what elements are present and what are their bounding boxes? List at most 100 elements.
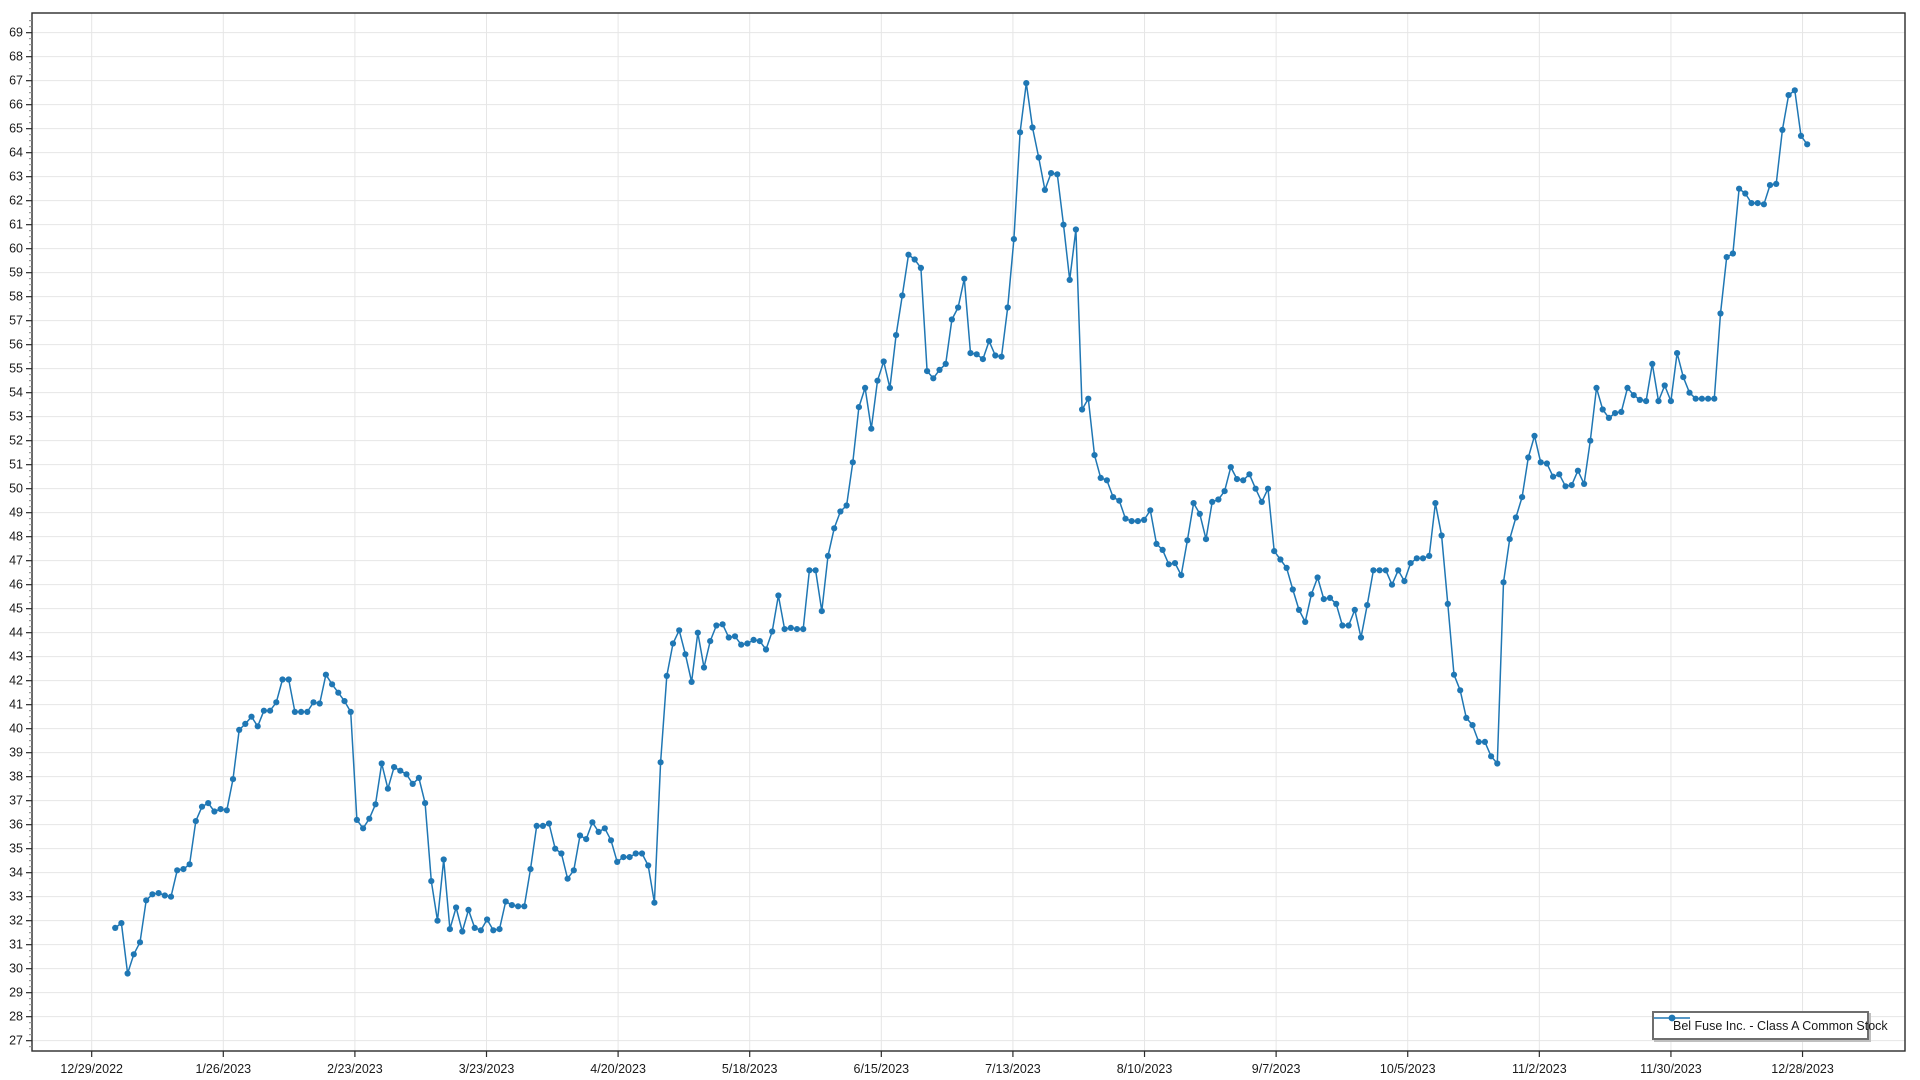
y-tick-label: 42: [9, 674, 23, 688]
data-point: [1110, 494, 1117, 501]
data-point: [112, 924, 119, 932]
data-point: [415, 774, 422, 782]
data-point: [607, 837, 615, 844]
data-point: [545, 820, 553, 827]
data-point: [1004, 304, 1011, 311]
data-point: [186, 861, 193, 868]
data-point: [205, 800, 212, 807]
data-point: [719, 621, 726, 628]
data-point: [806, 567, 813, 574]
x-tick-label: 5/18/2023: [722, 1062, 778, 1076]
data-point: [1060, 221, 1067, 228]
data-point: [1308, 591, 1315, 598]
data-point: [1171, 560, 1179, 567]
data-point: [1438, 532, 1445, 539]
data-point: [1277, 556, 1284, 563]
data-point: [471, 924, 478, 932]
y-tick-label: 41: [9, 698, 23, 712]
data-point: [1475, 738, 1482, 746]
y-tick-label: 47: [9, 554, 23, 568]
data-point: [948, 316, 956, 323]
data-point: [1320, 596, 1327, 603]
data-point: [322, 671, 329, 678]
data-point: [1264, 485, 1272, 492]
data-point: [1785, 92, 1792, 99]
data-point: [998, 353, 1005, 360]
data-point: [1729, 250, 1736, 257]
y-tick-label: 57: [9, 314, 23, 328]
y-tick-label: 59: [9, 266, 23, 280]
data-point: [477, 927, 484, 934]
y-tick-label: 56: [9, 338, 23, 352]
data-point: [446, 926, 453, 933]
data-point: [360, 825, 367, 832]
data-point: [273, 699, 280, 706]
data-point: [198, 803, 206, 810]
data-point: [676, 627, 683, 634]
data-point: [769, 628, 776, 635]
data-point: [484, 916, 491, 923]
legend[interactable]: Bel Fuse Inc. - Class A Common Stock: [1652, 1011, 1888, 1040]
plot-frame: [31, 12, 1906, 1052]
x-tick-label: 11/2/2023: [1512, 1062, 1567, 1076]
data-point: [260, 707, 267, 714]
data-point: [180, 866, 187, 873]
data-point: [800, 626, 807, 633]
data-point: [979, 356, 987, 363]
data-point: [1209, 498, 1216, 505]
data-point: [1494, 760, 1501, 767]
data-point: [254, 723, 261, 730]
data-point: [1054, 171, 1061, 178]
data-point: [1227, 464, 1234, 471]
data-point: [1066, 276, 1073, 283]
data-point: [700, 664, 708, 671]
data-point: [1667, 398, 1674, 405]
data-point: [725, 634, 732, 641]
data-point: [453, 904, 460, 911]
data-point: [1271, 548, 1278, 555]
data-point: [564, 875, 571, 882]
data-point: [1469, 722, 1476, 729]
y-tick-label: 35: [9, 842, 23, 856]
data-point: [1506, 536, 1513, 543]
y-tick-label: 54: [9, 386, 23, 400]
data-point: [707, 638, 714, 645]
data-point: [285, 676, 292, 683]
data-point: [1289, 586, 1296, 593]
data-point: [1134, 518, 1141, 525]
data-point: [843, 502, 850, 509]
data-point: [1742, 190, 1749, 197]
data-point: [1010, 236, 1018, 243]
data-point: [1760, 201, 1767, 208]
y-tick-label: 40: [9, 722, 23, 736]
x-tick-label: 12/29/2022: [60, 1062, 123, 1076]
data-point: [855, 404, 863, 411]
data-point: [1364, 602, 1371, 609]
data-point: [1097, 474, 1104, 481]
data-point: [1636, 396, 1643, 403]
data-point: [1246, 471, 1253, 478]
data-point: [236, 726, 243, 734]
data-point: [1326, 594, 1334, 602]
data-point: [1035, 154, 1042, 161]
data-point: [645, 862, 652, 869]
data-point: [143, 897, 150, 904]
x-tick-label: 10/5/2023: [1380, 1062, 1436, 1076]
data-point: [291, 708, 298, 716]
y-tick-label: 65: [9, 122, 23, 136]
data-point: [880, 358, 887, 365]
y-tick-label: 31: [9, 938, 23, 952]
data-point: [174, 867, 181, 874]
y-tick-label: 55: [9, 362, 23, 376]
data-point: [1674, 350, 1681, 357]
data-point: [663, 672, 670, 680]
data-point: [626, 854, 633, 861]
data-point: [924, 368, 931, 375]
data-point: [1630, 392, 1637, 399]
data-point: [347, 708, 354, 716]
x-axis: 12/29/2022 1/26/2023 2/23/2023 3/23/2023 4/2…: [60, 1051, 1834, 1076]
data-point: [583, 836, 590, 843]
data-point: [1655, 398, 1662, 405]
data-point: [1698, 395, 1705, 402]
